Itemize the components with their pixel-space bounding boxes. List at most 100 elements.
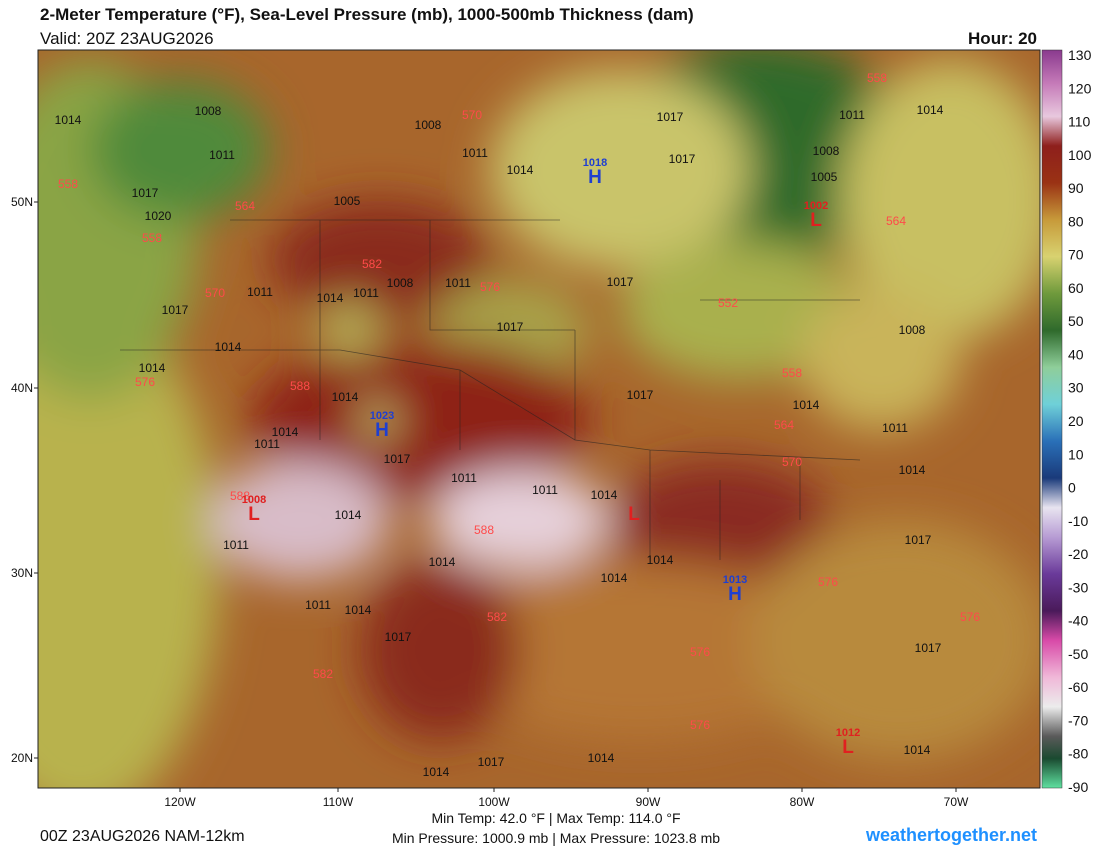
isobar-label: 1011 [839, 108, 865, 122]
thickness-label: 576 [960, 610, 980, 624]
lon-label: 90W [636, 795, 661, 809]
lon-label: 80W [790, 795, 815, 809]
colorbar-label: -30 [1068, 579, 1088, 595]
pressure-range: Min Pressure: 1000.9 mb | Max Pressure: … [392, 830, 720, 846]
thickness-label: 564 [235, 199, 255, 213]
isobar-label: 1014 [793, 398, 820, 412]
isobar-label: 1011 [305, 598, 331, 612]
isobar-label: 1014 [899, 463, 926, 477]
lat-label: 40N [11, 381, 33, 395]
isobar-label: 1017 [627, 388, 654, 402]
thickness-label: 558 [58, 177, 78, 191]
colorbar-label: -60 [1068, 679, 1088, 695]
isobar-label: 1008 [899, 323, 926, 337]
isobar-label: 1014 [55, 113, 82, 127]
valid-time: Valid: 20Z 23AUG2026 [40, 29, 214, 48]
thickness-label: 570 [782, 455, 802, 469]
thickness-label: 588 [230, 489, 250, 503]
colorbar-label: 0 [1068, 480, 1076, 496]
isobar-label: 1017 [915, 641, 942, 655]
colorbar-label: 120 [1068, 80, 1092, 96]
colorbar-label: -70 [1068, 712, 1088, 728]
thickness-label: 582 [313, 667, 333, 681]
center-value: 1008 [242, 494, 266, 506]
center-letter: H [375, 420, 389, 441]
map-frame [37, 49, 1041, 789]
center-letter: L [842, 737, 854, 758]
colorbar-label: 110 [1068, 114, 1091, 130]
temp-range: Min Temp: 42.0 °F | Max Temp: 114.0 °F [431, 810, 680, 826]
colorbar-label: -10 [1068, 513, 1088, 529]
thickness-label: 570 [205, 286, 225, 300]
thickness-label: 588 [474, 523, 494, 537]
center-value: 1012 [836, 727, 860, 739]
isobar-label: 1014 [601, 571, 628, 585]
thickness-label: 552 [718, 296, 738, 310]
isobar-label: 1005 [334, 194, 361, 208]
lat-label: 20N [11, 751, 33, 765]
thickness-label: 570 [462, 108, 482, 122]
thickness-label: 558 [867, 71, 887, 85]
lat-label: 50N [11, 195, 33, 209]
lon-label: 70W [944, 795, 969, 809]
center-value: 1018 [583, 157, 607, 169]
colorbar-label: 130 [1068, 47, 1092, 63]
isobar-label: 1017 [478, 755, 505, 769]
colorbar-label: 30 [1068, 380, 1084, 396]
thickness-label: 564 [886, 214, 906, 228]
isobar-label: 1017 [162, 303, 189, 317]
colorbar-label: 50 [1068, 313, 1084, 329]
center-letter: H [728, 584, 742, 605]
colorbar-label: -20 [1068, 546, 1088, 562]
isobar-label: 1011 [445, 276, 471, 290]
isobar-label: 1011 [223, 538, 249, 552]
isobar-label: 1011 [462, 146, 488, 160]
center-letter: L [628, 504, 640, 525]
isobar-label: 1011 [353, 286, 379, 300]
isobar-label: 1011 [247, 285, 273, 299]
thickness-label: 558 [142, 231, 162, 245]
colorbar-label: 40 [1068, 346, 1084, 362]
colorbar-label: 20 [1068, 413, 1084, 429]
lon-label: 120W [164, 795, 196, 809]
isobar-label: 1008 [415, 118, 442, 132]
thickness-label: 564 [774, 418, 794, 432]
lon-label: 110W [323, 795, 354, 809]
colorbar-label: -50 [1068, 646, 1088, 662]
site-link[interactable]: weathertogether.net [865, 825, 1037, 845]
isobar-label: 1008 [813, 144, 840, 158]
isobar-label: 1008 [195, 104, 222, 118]
colorbar-label: 100 [1068, 147, 1092, 163]
isobar-label: 1011 [451, 471, 477, 485]
isobar-label: 1014 [588, 751, 615, 765]
colorbar-label: -90 [1068, 779, 1088, 795]
colorbar-label: 10 [1068, 446, 1084, 462]
isobar-label: 1014 [904, 743, 931, 757]
isobar-label: 1011 [532, 483, 558, 497]
colorbar [1041, 49, 1063, 789]
lat-label: 30N [11, 566, 33, 580]
center-letter: L [810, 210, 822, 231]
isobar-label: 1017 [657, 110, 684, 124]
isobar-label: 1020 [145, 209, 172, 223]
isobar-label: 1014 [332, 390, 359, 404]
model-run: 00Z 23AUG2026 NAM-12km [40, 828, 245, 845]
colorbar-label: -40 [1068, 613, 1088, 629]
center-value: 1002 [804, 200, 828, 212]
colorbar-label: 70 [1068, 247, 1084, 263]
isobar-label: 1014 [429, 555, 456, 569]
lon-label: 100W [478, 795, 510, 809]
center-letter: H [588, 167, 602, 188]
colorbar-label: -80 [1068, 746, 1088, 762]
thickness-label: 582 [487, 610, 507, 624]
isobar-label: 1017 [607, 275, 634, 289]
isobar-label: 1014 [345, 603, 372, 617]
isobar-label: 1017 [669, 152, 696, 166]
isobar-label: 1014 [335, 508, 362, 522]
thickness-label: 588 [290, 379, 310, 393]
center-value: 1013 [723, 574, 747, 586]
isobar-label: 1014 [507, 163, 534, 177]
isobar-label: 1017 [497, 320, 524, 334]
isobar-label: 1014 [272, 425, 299, 439]
